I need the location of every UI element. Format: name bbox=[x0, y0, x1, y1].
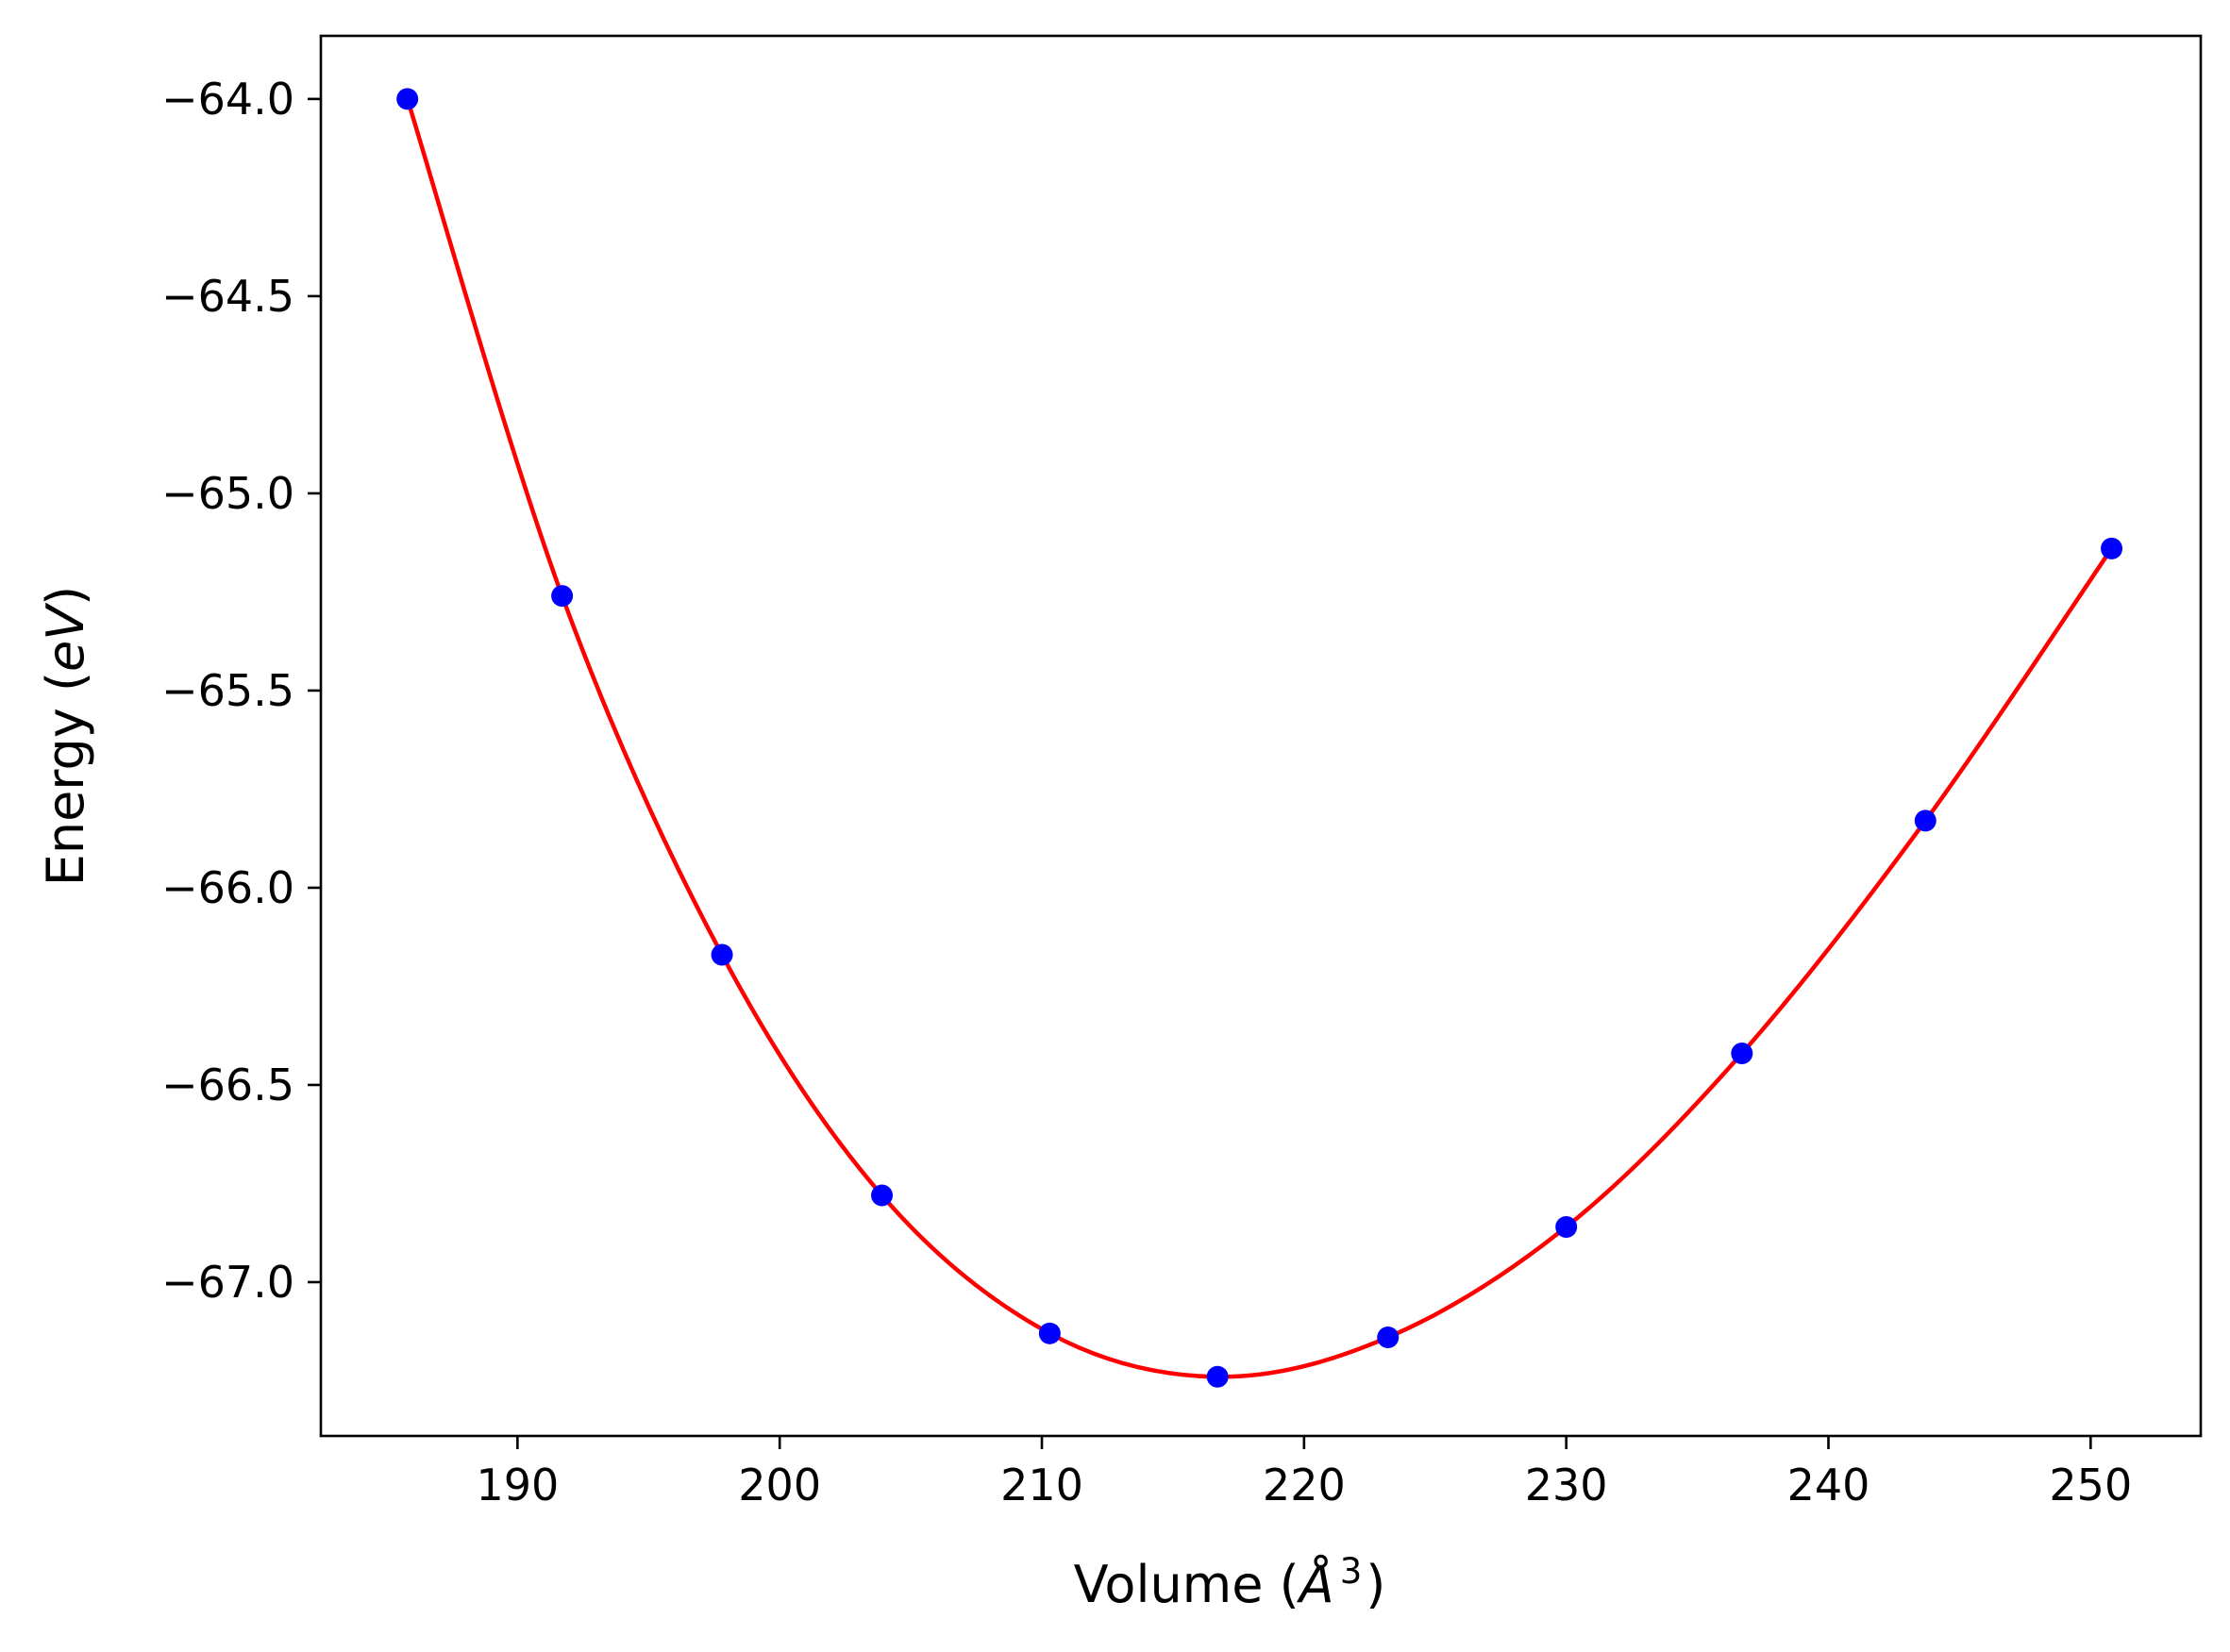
data-point bbox=[1377, 1326, 1400, 1348]
data-point bbox=[1731, 1043, 1753, 1065]
y-tick-label: −66.0 bbox=[161, 862, 294, 913]
x-tick-label: 230 bbox=[1525, 1460, 1608, 1510]
fit-curve-line bbox=[405, 96, 2114, 1379]
x-axis-label: Volume (Å 3) bbox=[1074, 1551, 1386, 1614]
y-tick-label: −66.5 bbox=[161, 1060, 294, 1110]
x-axis-label-power: 3 bbox=[1340, 1551, 1363, 1592]
x-tick-label: 220 bbox=[1263, 1460, 1346, 1510]
x-tick-label: 240 bbox=[1787, 1460, 1870, 1510]
data-point bbox=[1914, 809, 1937, 832]
x-axis-ticks: 190 200 210 220 230 240 250 bbox=[476, 1436, 2132, 1510]
y-axis-ticks: −64.0 −64.5 −65.0 −65.5 −66.0 −66.5 −67.0 bbox=[161, 74, 321, 1308]
y-tick-label: −65.0 bbox=[161, 468, 294, 519]
x-tick-label: 210 bbox=[1000, 1460, 1083, 1510]
data-point bbox=[2101, 537, 2123, 559]
x-tick-label: 200 bbox=[738, 1460, 821, 1510]
x-axis-label-suffix: ) bbox=[1366, 1555, 1385, 1614]
y-axis-label-unit: eV bbox=[36, 602, 95, 672]
x-axis-label-unit: Å bbox=[1297, 1554, 1334, 1614]
x-tick-label: 190 bbox=[476, 1460, 559, 1510]
data-point bbox=[711, 943, 733, 966]
y-axis-label-prefix: Energy ( bbox=[36, 672, 95, 886]
x-tick-label: 250 bbox=[2049, 1460, 2132, 1510]
y-tick-label: −64.5 bbox=[161, 271, 294, 322]
x-axis-label-prefix: Volume ( bbox=[1074, 1555, 1299, 1614]
data-point bbox=[1206, 1365, 1229, 1388]
data-point bbox=[551, 585, 574, 608]
data-point bbox=[1555, 1215, 1578, 1238]
data-point bbox=[396, 88, 419, 110]
fit-curve-layer bbox=[405, 96, 2114, 1379]
plot-frame bbox=[319, 34, 2203, 1438]
data-points-layer bbox=[396, 88, 2123, 1388]
data-point bbox=[1038, 1322, 1061, 1344]
y-axis-label: Energy (eV) bbox=[36, 586, 95, 887]
data-point bbox=[871, 1184, 894, 1207]
y-axis-label-suffix: ) bbox=[36, 586, 95, 606]
y-tick-label: −65.5 bbox=[161, 665, 294, 716]
y-tick-label: −64.0 bbox=[161, 74, 294, 125]
y-tick-label: −67.0 bbox=[161, 1257, 294, 1308]
